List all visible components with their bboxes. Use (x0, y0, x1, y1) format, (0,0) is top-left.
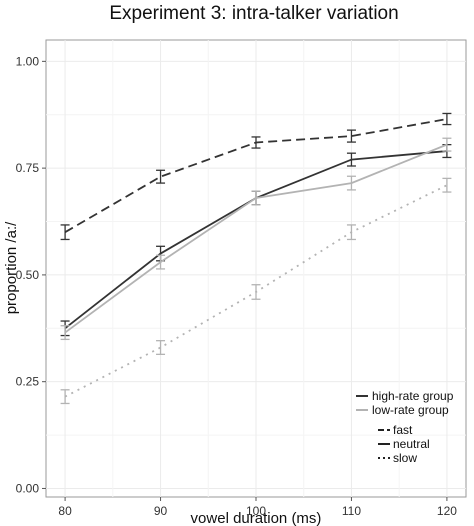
y-axis-title: proportion /a:/ (3, 221, 20, 314)
x-axis: 80 90 100 110 120 (58, 497, 457, 518)
legend-group-label: high-rate group (372, 389, 454, 403)
y-axis: 0.00 0.25 0.50 0.75 1.00 (16, 54, 46, 495)
x-tick-label: 80 (58, 504, 72, 518)
gridlines (46, 40, 466, 497)
legend-rate-label: neutral (393, 437, 430, 451)
series-line (64, 184, 448, 398)
legend-rate-label: slow (393, 451, 417, 465)
series-line (64, 118, 448, 233)
y-tick-label: 0.50 (16, 268, 40, 282)
x-axis-title: vowel duration (ms) (191, 510, 322, 526)
y-tick-label: 1.00 (16, 54, 40, 68)
y-tick-label: 0.75 (16, 161, 40, 175)
chart-title: Experiment 3: intra-talker variation (109, 3, 398, 24)
y-tick-label: 0.25 (16, 375, 40, 389)
y-tick-label: 0.00 (16, 481, 40, 495)
x-tick-label: 100 (246, 504, 266, 518)
series-fast-high (60, 112, 452, 241)
series-layer (60, 112, 452, 405)
series-line (64, 143, 448, 334)
x-tick-label: 120 (437, 504, 457, 518)
x-tick-label: 110 (342, 504, 361, 518)
series-slow-low (60, 177, 452, 405)
legend-rate-label: fast (393, 423, 413, 437)
series-neutral-low (60, 137, 452, 341)
legend-group-label: low-rate group (372, 403, 449, 417)
x-tick-label: 90 (154, 504, 168, 518)
